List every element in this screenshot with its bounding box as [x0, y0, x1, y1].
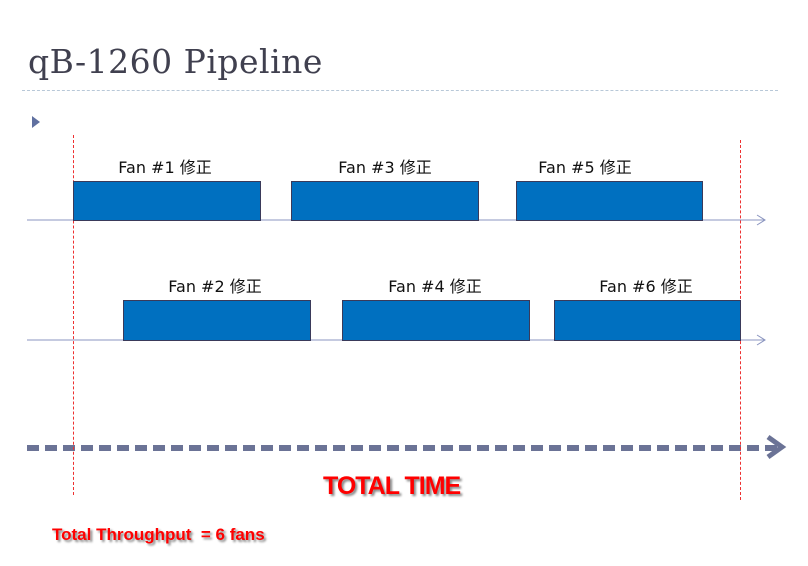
- fan-6-label: Fan #6 修正: [599, 277, 693, 296]
- fan-3-bar: [291, 181, 479, 221]
- fan-5-label: Fan #5 修正: [538, 158, 632, 177]
- slide-title: qB-1260 Pipeline: [28, 42, 323, 81]
- bullet-triangle-icon: [32, 116, 40, 128]
- fan-5-bar: [516, 181, 703, 221]
- fan-2-bar: [123, 300, 311, 341]
- fan-1-bar: [73, 181, 261, 221]
- total-time-arrow: [27, 434, 787, 460]
- fan-3-label: Fan #3 修正: [338, 158, 432, 177]
- fan-4-label: Fan #4 修正: [388, 277, 482, 296]
- start-marker-line: [73, 135, 74, 495]
- fan-4-bar: [342, 300, 530, 341]
- fan-2-label: Fan #2 修正: [168, 277, 262, 296]
- total-time-label: TOTAL TIME: [323, 472, 461, 500]
- fan-6-bar: [554, 300, 741, 341]
- fan-1-label: Fan #1 修正: [118, 158, 212, 177]
- title-divider: [22, 90, 778, 91]
- throughput-label: Total Throughput = 6 fans: [52, 525, 265, 544]
